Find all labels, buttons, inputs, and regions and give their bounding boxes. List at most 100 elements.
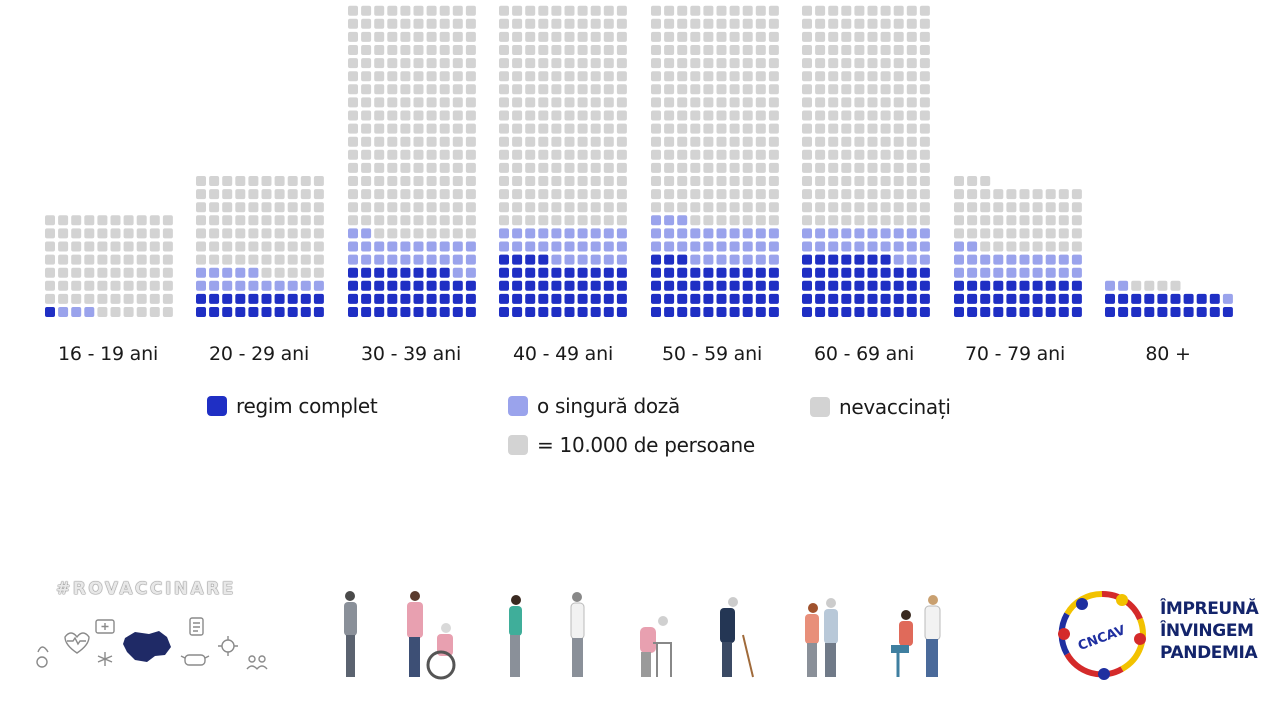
waffle-cell-regim-complet — [742, 293, 753, 304]
waffle-cell-nevaccina-i — [499, 202, 509, 213]
waffle-cell-nevaccina-i — [525, 84, 536, 95]
waffle-cell-nevaccina-i — [768, 176, 779, 186]
legend-label-complete: regim complet — [236, 394, 378, 418]
waffle-cell-nevaccina-i — [1071, 241, 1082, 252]
legend-swatch-unit — [508, 435, 528, 455]
waffle-cell-nevaccina-i — [590, 45, 601, 55]
waffle-cell-nevaccina-i — [274, 189, 285, 200]
waffle-cell-nevaccina-i — [235, 228, 246, 239]
waffle-cell-nevaccina-i — [110, 280, 121, 291]
waffle-cell-nevaccina-i — [525, 149, 536, 160]
waffle-cell-nevaccina-i — [97, 293, 108, 304]
waffle-cell-nevaccina-i — [577, 31, 588, 42]
waffle-cell-nevaccina-i — [564, 162, 575, 173]
waffle-cell-nevaccina-i — [854, 45, 865, 55]
waffle-cell-regim-complet — [1019, 293, 1030, 304]
waffle-cell-regim-complet — [919, 293, 930, 304]
waffle-cell-regim-complet — [954, 280, 964, 291]
waffle-cell-nevaccina-i — [664, 31, 675, 42]
waffle-cell-nevaccina-i — [235, 176, 246, 186]
waffle-cell-o-singur-doz — [703, 228, 714, 239]
waffle-cell-nevaccina-i — [906, 45, 917, 55]
waffle-cell-regim-complet — [880, 267, 891, 278]
waffle-cell-nevaccina-i — [768, 18, 779, 29]
waffle-cell-nevaccina-i — [690, 189, 701, 200]
waffle-cell-nevaccina-i — [867, 123, 878, 134]
waffle-cell-nevaccina-i — [499, 45, 509, 55]
waffle-cell-nevaccina-i — [123, 307, 134, 317]
waffle-cell-o-singur-doz — [1019, 254, 1030, 265]
waffle-cell-regim-complet — [374, 293, 385, 304]
waffle-cell-regim-complet — [590, 280, 601, 291]
waffle-cell-o-singur-doz — [919, 228, 930, 239]
waffle-cell-nevaccina-i — [274, 267, 285, 278]
waffle-group-80 — [1105, 280, 1233, 317]
waffle-cell-nevaccina-i — [603, 123, 614, 134]
waffle-cell-nevaccina-i — [512, 136, 523, 147]
waffle-cell-nevaccina-i — [465, 228, 476, 239]
waffle-cell-nevaccina-i — [841, 123, 852, 134]
waffle-cell-nevaccina-i — [716, 84, 727, 95]
waffle-cell-regim-complet — [616, 293, 627, 304]
waffle-cell-nevaccina-i — [110, 215, 121, 226]
waffle-cell-nevaccina-i — [703, 176, 714, 186]
waffle-cell-nevaccina-i — [880, 176, 891, 186]
waffle-cell-nevaccina-i — [802, 189, 812, 200]
waffle-cell-nevaccina-i — [452, 176, 463, 186]
waffle-cell-regim-complet — [854, 307, 865, 317]
waffle-cell-regim-complet — [854, 267, 865, 278]
waffle-cell-nevaccina-i — [525, 18, 536, 29]
waffle-cell-nevaccina-i — [906, 97, 917, 108]
waffle-cell-o-singur-doz — [400, 254, 411, 265]
heart-pulse-icon — [64, 632, 90, 654]
waffle-cell-nevaccina-i — [1058, 189, 1069, 200]
waffle-cell-regim-complet — [512, 267, 523, 278]
waffle-cell-nevaccina-i — [967, 202, 978, 213]
waffle-cell-nevaccina-i — [577, 71, 588, 82]
waffle-cell-nevaccina-i — [248, 202, 259, 213]
waffle-cell-nevaccina-i — [196, 176, 206, 186]
waffle-cell-regim-complet — [893, 267, 904, 278]
waffle-cell-nevaccina-i — [538, 136, 549, 147]
waffle-cell-nevaccina-i — [815, 123, 826, 134]
waffle-cell-regim-complet — [1144, 293, 1155, 304]
waffle-cell-regim-complet — [664, 254, 675, 265]
waffle-cell-nevaccina-i — [348, 31, 358, 42]
waffle-cell-nevaccina-i — [564, 176, 575, 186]
waffle-cell-nevaccina-i — [867, 202, 878, 213]
waffle-cell-nevaccina-i — [716, 215, 727, 226]
waffle-cell-o-singur-doz — [300, 280, 311, 291]
waffle-cell-nevaccina-i — [967, 189, 978, 200]
slogan-line-3: PANDEMIA — [1160, 643, 1258, 663]
waffle-cell-o-singur-doz — [1058, 254, 1069, 265]
waffle-cell-nevaccina-i — [616, 136, 627, 147]
waffle-cell-nevaccina-i — [919, 31, 930, 42]
waffle-cell-regim-complet — [1196, 293, 1207, 304]
waffle-cell-nevaccina-i — [538, 110, 549, 121]
waffle-cell-nevaccina-i — [209, 241, 220, 252]
waffle-cell-nevaccina-i — [58, 267, 69, 278]
waffle-cell-o-singur-doz — [893, 254, 904, 265]
waffle-cell-nevaccina-i — [577, 18, 588, 29]
waffle-cell-nevaccina-i — [196, 228, 206, 239]
waffle-cell-nevaccina-i — [274, 176, 285, 186]
waffle-cell-nevaccina-i — [413, 176, 424, 186]
waffle-cell-nevaccina-i — [162, 293, 173, 304]
waffle-cell-nevaccina-i — [802, 149, 812, 160]
waffle-cell-regim-complet — [413, 293, 424, 304]
waffle-cell-nevaccina-i — [690, 136, 701, 147]
waffle-cell-nevaccina-i — [136, 241, 147, 252]
waffle-cell-nevaccina-i — [499, 162, 509, 173]
waffle-cell-nevaccina-i — [551, 71, 562, 82]
waffle-cell-nevaccina-i — [110, 254, 121, 265]
waffle-cell-regim-complet — [361, 293, 372, 304]
waffle-cell-o-singur-doz — [465, 254, 476, 265]
waffle-cell-regim-complet — [248, 307, 259, 317]
waffle-cell-nevaccina-i — [1019, 241, 1030, 252]
waffle-cell-nevaccina-i — [867, 18, 878, 29]
waffle-cell-regim-complet — [1006, 280, 1017, 291]
waffle-cell-nevaccina-i — [348, 162, 358, 173]
waffle-cell-o-singur-doz — [374, 254, 385, 265]
waffle-cell-nevaccina-i — [590, 71, 601, 82]
waffle-cell-nevaccina-i — [452, 58, 463, 69]
